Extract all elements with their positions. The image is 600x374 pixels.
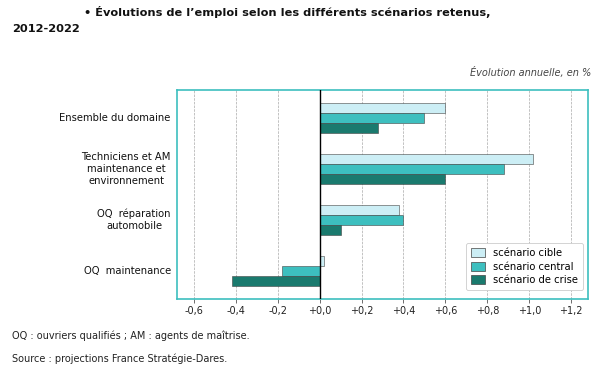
Legend: scénario cible, scénario central, scénario de crise: scénario cible, scénario central, scénar…: [466, 243, 583, 290]
Text: Évolution annuelle, en %: Évolution annuelle, en %: [470, 67, 591, 78]
Bar: [320, 256, 324, 266]
Bar: [320, 154, 533, 164]
Bar: [232, 276, 320, 286]
Text: Techniciens et AM
maintenance et
environnement: Techniciens et AM maintenance et environ…: [82, 152, 171, 186]
Bar: [320, 123, 379, 133]
Bar: [320, 174, 445, 184]
Text: • Évolutions de l’emploi selon les différents scénarios retenus,: • Évolutions de l’emploi selon les diffé…: [84, 6, 491, 18]
Text: OQ : ouvriers qualifiés ; AM : agents de maîtrise.: OQ : ouvriers qualifiés ; AM : agents de…: [12, 331, 250, 341]
Bar: [320, 215, 403, 225]
Text: OQ  réparation
automobile: OQ réparation automobile: [97, 209, 171, 231]
Text: OQ  maintenance: OQ maintenance: [83, 266, 171, 276]
Text: Source : projections France Stratégie-Dares.: Source : projections France Stratégie-Da…: [12, 353, 227, 364]
Text: Ensemble du domaine: Ensemble du domaine: [59, 113, 171, 123]
Bar: [320, 164, 504, 174]
Text: 2012-2022: 2012-2022: [12, 24, 80, 34]
Bar: [320, 102, 445, 113]
Bar: [320, 205, 399, 215]
Bar: [320, 225, 341, 235]
Bar: [320, 113, 424, 123]
Bar: [282, 266, 320, 276]
